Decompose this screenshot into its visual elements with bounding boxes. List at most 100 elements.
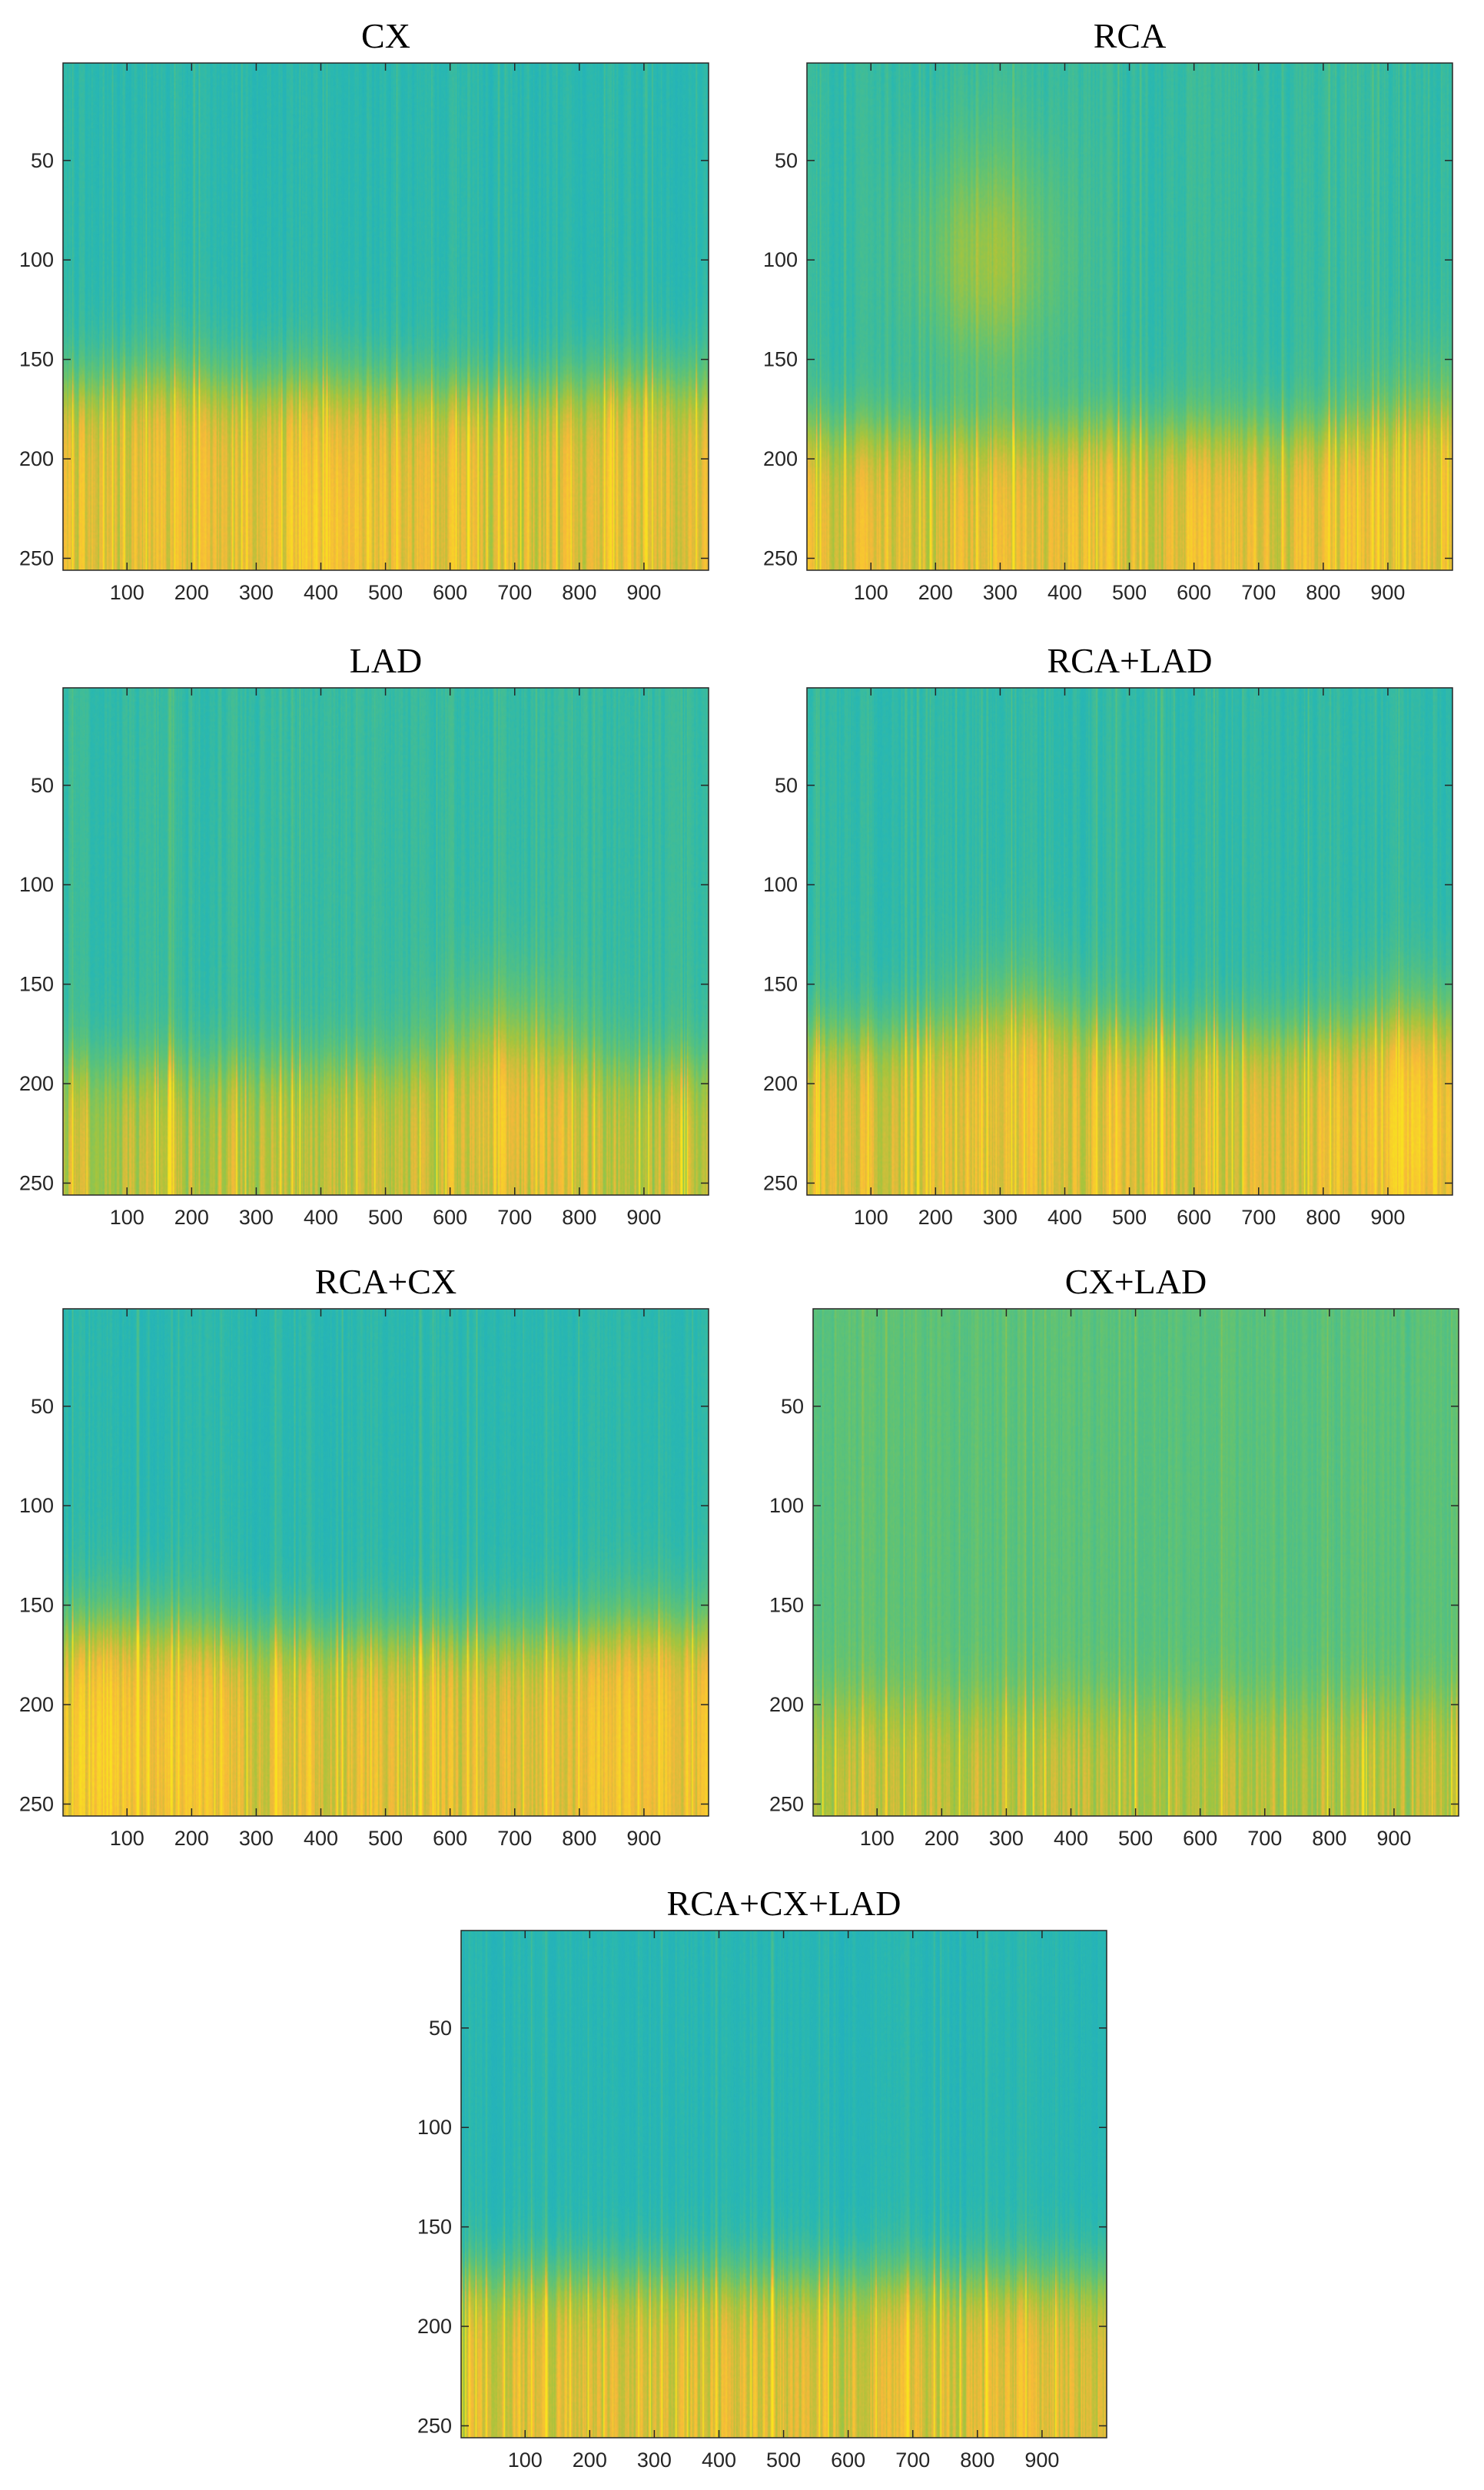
y-tick-label: 100 [417, 2116, 452, 2139]
y-tick-label: 250 [763, 1171, 798, 1194]
y-tick-label: 100 [763, 248, 798, 271]
x-tick-label: 400 [304, 1206, 338, 1229]
y-tick-label: 200 [417, 2315, 452, 2338]
x-tick-label: 400 [304, 1827, 338, 1850]
x-tick-label: 800 [562, 1827, 596, 1850]
heatmap-image [807, 63, 1452, 570]
x-tick-label: 900 [1370, 1206, 1405, 1229]
y-tick-label: 100 [769, 1494, 804, 1517]
y-tick-label: 50 [429, 2017, 452, 2040]
x-tick-label: 700 [497, 1827, 532, 1850]
y-tick-label: 250 [19, 546, 54, 569]
x-tick-label: 200 [174, 1827, 209, 1850]
x-tick-label: 600 [433, 1827, 467, 1850]
heatmap-image [63, 1309, 709, 1816]
x-tick-label: 900 [1024, 2448, 1059, 2472]
x-tick-label: 400 [702, 2448, 736, 2472]
x-tick-label: 800 [562, 581, 596, 604]
x-tick-label: 800 [1306, 1206, 1340, 1229]
x-tick-label: 400 [304, 581, 338, 604]
x-tick-label: 100 [860, 1827, 895, 1850]
panel-title: RCA+LAD [1047, 641, 1212, 680]
x-tick-label: 300 [637, 2448, 672, 2472]
x-tick-label: 300 [989, 1827, 1024, 1850]
heatmap-panel-2: RCA 100 200 300 400 500 600 700 800 900 50 100 150 20… [763, 16, 1453, 604]
panel-title: LAD [350, 641, 423, 680]
x-tick-label: 200 [174, 581, 209, 604]
heatmap-image [807, 688, 1452, 1195]
x-tick-label: 400 [1054, 1827, 1088, 1850]
x-tick-label: 500 [368, 1206, 403, 1229]
y-tick-label: 100 [19, 1494, 54, 1517]
x-tick-label: 300 [239, 581, 274, 604]
y-tick-label: 200 [19, 1693, 54, 1716]
heatmap-image [461, 1931, 1107, 2438]
x-tick-label: 100 [854, 581, 888, 604]
panel-title: CX+LAD [1065, 1262, 1207, 1301]
y-tick-label: 150 [19, 1594, 54, 1617]
heatmap-panel-4: RCA+LAD 100 200 300 400 500 600 700 800 900 50 100 1… [763, 641, 1453, 1229]
y-tick-label: 200 [19, 1072, 54, 1095]
heatmap-panel-7: RCA+CX+LAD 100 200 300 400 500 600 700 800 900 50 1… [417, 1884, 1107, 2472]
y-tick-label: 150 [417, 2216, 452, 2239]
x-tick-label: 500 [368, 1827, 403, 1850]
x-tick-label: 200 [918, 1206, 953, 1229]
y-tick-label: 250 [769, 1792, 804, 1815]
x-tick-label: 500 [1118, 1827, 1153, 1850]
y-tick-label: 50 [775, 149, 798, 172]
x-tick-label: 500 [766, 2448, 801, 2472]
y-tick-label: 50 [31, 774, 54, 797]
x-tick-label: 700 [1241, 1206, 1276, 1229]
x-tick-label: 800 [1306, 581, 1340, 604]
x-tick-label: 900 [626, 1827, 661, 1850]
x-tick-label: 900 [626, 581, 661, 604]
y-tick-label: 50 [31, 1395, 54, 1418]
y-tick-label: 50 [781, 1395, 804, 1418]
heatmap-panel-1: CX 100 200 300 400 500 600 700 800 900 50 100 150 200… [19, 16, 709, 604]
x-tick-label: 100 [110, 1206, 144, 1229]
x-tick-label: 600 [831, 2448, 865, 2472]
x-tick-label: 200 [573, 2448, 607, 2472]
y-tick-label: 100 [19, 248, 54, 271]
x-tick-label: 800 [960, 2448, 994, 2472]
panel-title: RCA+CX+LAD [667, 1884, 901, 1923]
panel-title: RCA [1094, 16, 1167, 55]
y-tick-label: 150 [763, 973, 798, 996]
x-tick-label: 100 [110, 581, 144, 604]
y-tick-label: 50 [31, 149, 54, 172]
x-tick-label: 400 [1047, 1206, 1082, 1229]
x-tick-label: 900 [1376, 1827, 1411, 1850]
x-tick-label: 700 [497, 581, 532, 604]
y-tick-label: 200 [763, 447, 798, 470]
x-tick-label: 800 [562, 1206, 596, 1229]
y-tick-label: 250 [19, 1792, 54, 1815]
y-tick-label: 250 [763, 546, 798, 569]
x-tick-label: 100 [110, 1827, 144, 1850]
x-tick-label: 600 [1183, 1827, 1217, 1850]
y-tick-label: 200 [19, 447, 54, 470]
x-tick-label: 600 [1177, 1206, 1211, 1229]
x-tick-label: 200 [925, 1827, 959, 1850]
heatmap-panel-3: LAD 100 200 300 400 500 600 700 800 900 50 100 150 20… [19, 641, 709, 1229]
y-tick-label: 200 [763, 1072, 798, 1095]
panel-title: CX [361, 16, 410, 55]
y-tick-label: 150 [19, 348, 54, 371]
x-tick-label: 900 [1370, 581, 1405, 604]
y-tick-label: 150 [19, 973, 54, 996]
x-tick-label: 300 [239, 1206, 274, 1229]
x-tick-label: 700 [497, 1206, 532, 1229]
y-tick-label: 100 [19, 873, 54, 896]
x-tick-label: 100 [508, 2448, 543, 2472]
x-tick-label: 300 [983, 1206, 1018, 1229]
heatmap-image [813, 1309, 1459, 1816]
x-tick-label: 500 [368, 581, 403, 604]
heatmap-image [63, 63, 709, 570]
x-tick-label: 200 [918, 581, 953, 604]
x-tick-label: 700 [895, 2448, 930, 2472]
x-tick-label: 500 [1112, 1206, 1147, 1229]
x-tick-label: 600 [433, 581, 467, 604]
x-tick-label: 300 [983, 581, 1018, 604]
heatmap-image [63, 688, 709, 1195]
y-tick-label: 50 [775, 774, 798, 797]
